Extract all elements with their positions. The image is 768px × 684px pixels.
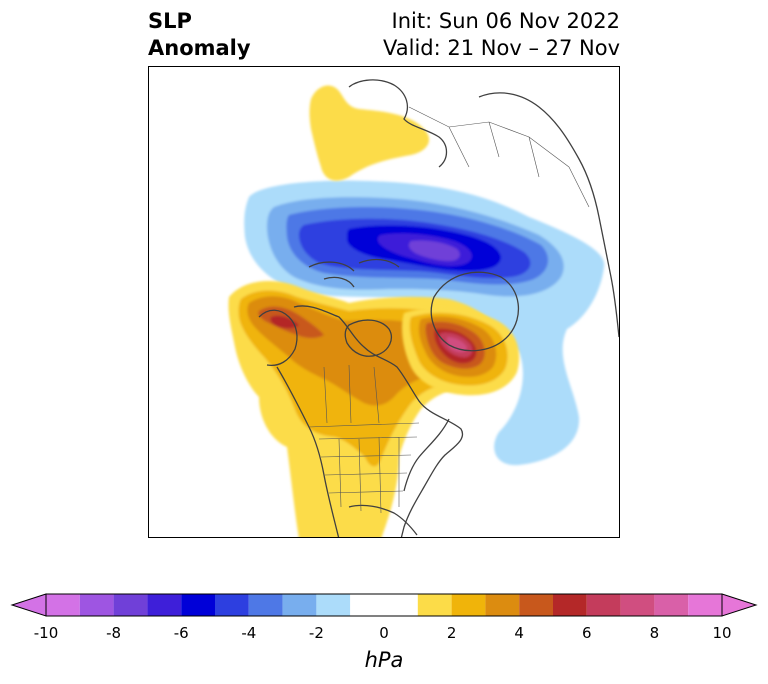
gulf-coast <box>348 504 418 536</box>
colorbar-outline <box>45 593 723 617</box>
west-coast <box>276 366 340 537</box>
init-date: Init: Sun 06 Nov 2022 <box>391 9 620 33</box>
contour-pos-5 <box>270 315 299 329</box>
colorbar-extend-max <box>721 593 758 617</box>
forecast-dates: Init: Sun 06 Nov 2022 Valid: 21 Nov – 27… <box>383 8 620 62</box>
hudson-bay <box>344 319 392 357</box>
us-east-coast <box>403 418 450 492</box>
contour-neg-7 <box>408 240 460 261</box>
eurasia-borders <box>408 106 590 208</box>
colorbar-tick-label: 8 <box>649 624 660 642</box>
greenland-coast <box>430 271 520 352</box>
map-canvas <box>228 79 619 537</box>
anomaly-map <box>148 66 620 538</box>
colorbar-bin-17 <box>654 594 689 616</box>
europe-coast <box>348 79 448 168</box>
colorbar-bin-15 <box>586 594 621 616</box>
colorbar-tick-label: 2 <box>446 624 457 642</box>
title-line-1: SLP <box>148 9 192 33</box>
colorbar-bin-13 <box>519 594 553 616</box>
coastlines <box>258 79 619 537</box>
colorbar-bins <box>10 593 758 617</box>
colorbar-tick-label: -10 <box>33 624 59 642</box>
canada-provinces <box>323 364 380 424</box>
colorbar-bin-2 <box>113 594 148 616</box>
title-line-2: Anomaly <box>148 36 251 60</box>
eurasia-anomaly-region <box>309 85 430 181</box>
colorbar-tick-label: 6 <box>582 624 592 642</box>
us-states-grid <box>318 436 418 514</box>
colorbar-tick-label: -2 <box>308 624 324 642</box>
colorbar-bin-10 <box>417 594 452 616</box>
colorbar-tick-label: 10 <box>712 624 732 642</box>
negative-anomaly-region <box>244 180 605 466</box>
colorbar-bin-1 <box>79 594 114 616</box>
colorbar-bin-16 <box>620 594 655 616</box>
colorbar-bin-9 <box>350 594 418 616</box>
colorbar-bin-0 <box>46 594 80 616</box>
colorbar-tick-label: -4 <box>241 624 257 642</box>
colorbar-bin-6 <box>248 594 283 616</box>
colorbar-bin-7 <box>282 594 317 616</box>
colorbar-bin-11 <box>451 594 486 616</box>
colorbar-bin-3 <box>147 594 182 616</box>
colorbar-bin-18 <box>688 594 722 616</box>
valid-range: Valid: 21 Nov – 27 Nov <box>383 36 620 60</box>
colorbar-bin-14 <box>553 594 587 616</box>
colorbar-bin-8 <box>316 594 351 616</box>
colorbar-bin-5 <box>215 594 249 616</box>
contour-pos-12 <box>446 337 467 353</box>
colorbar-tick-label: -8 <box>106 624 122 642</box>
alaska-coast <box>258 309 298 367</box>
map-title: SLP Anomaly <box>148 8 251 62</box>
political-borders <box>308 106 590 514</box>
contour-pos-13 <box>309 85 430 181</box>
siberia-coast <box>478 92 619 338</box>
colorbar-unit: hPa <box>364 648 404 672</box>
colorbar-bin-12 <box>485 594 520 616</box>
colorbar-tick-label: 4 <box>514 624 524 642</box>
arctic-islands <box>308 258 400 288</box>
colorbar-tick-label: -6 <box>173 624 189 642</box>
colorbar <box>10 590 758 624</box>
us-canada-border <box>308 422 420 428</box>
colorbar-bin-4 <box>181 594 215 616</box>
colorbar-tick-label: 0 <box>379 624 389 642</box>
colorbar-extend-min <box>10 593 47 617</box>
